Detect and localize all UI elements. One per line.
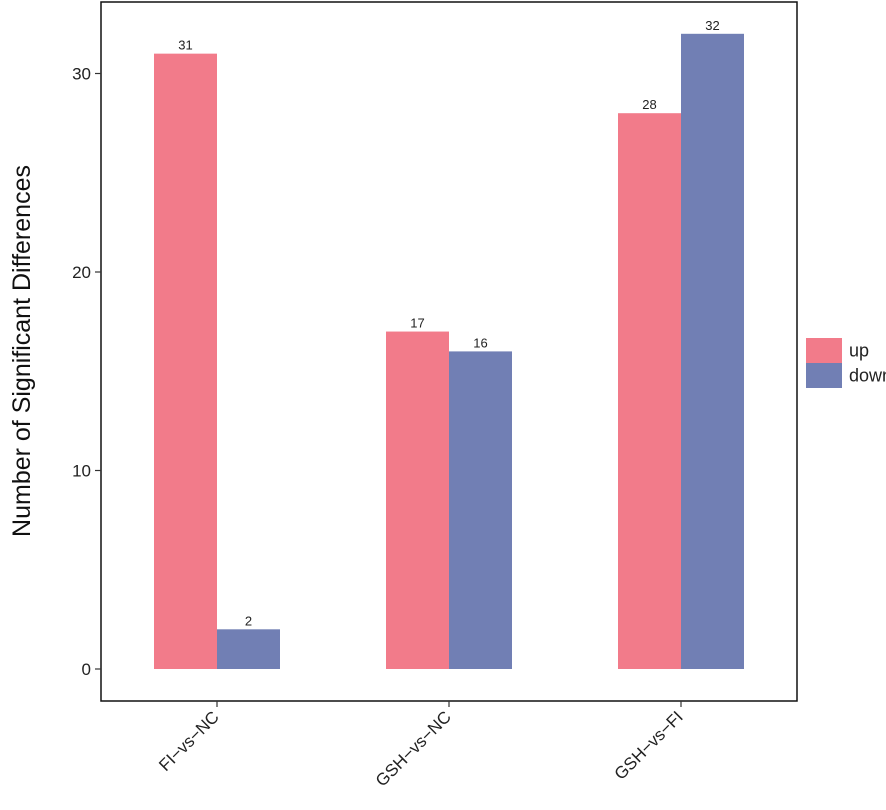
x-tick-label: FI−vs−NC [155, 707, 223, 775]
bar-up [618, 113, 681, 669]
bar-value-label: 17 [410, 316, 424, 331]
bar-down [681, 33, 744, 670]
bar-down [217, 629, 280, 669]
legend: up down [806, 338, 886, 388]
x-tick-label: GSH−vs−FI [611, 707, 687, 783]
y-tick-label: 0 [82, 660, 91, 679]
bar-up [154, 53, 217, 669]
bar-value-label: 2 [245, 613, 252, 628]
bar-up [386, 331, 449, 669]
bar-value-label: 31 [178, 38, 192, 53]
y-axis-title: Number of Significant Differences [8, 165, 36, 537]
y-axis: 0 10 20 30 [72, 65, 101, 679]
bar-down [449, 351, 512, 669]
legend-key-down [806, 363, 842, 388]
bar-value-label: 32 [705, 18, 719, 33]
bar-value-label: 16 [473, 335, 487, 350]
data-labels: 31 2 17 16 28 32 [178, 18, 719, 628]
y-tick-label: 30 [72, 65, 91, 84]
y-tick-label: 20 [72, 263, 91, 282]
legend-label: up [849, 341, 869, 361]
legend-label: down [849, 366, 886, 386]
y-tick-label: 10 [72, 462, 91, 481]
bar-value-label: 28 [642, 97, 656, 112]
x-axis: FI−vs−NC GSH−vs−NC GSH−vs−FI [155, 701, 687, 790]
x-tick-label: GSH−vs−NC [372, 707, 455, 790]
bars [154, 33, 744, 670]
legend-key-up [806, 338, 842, 363]
